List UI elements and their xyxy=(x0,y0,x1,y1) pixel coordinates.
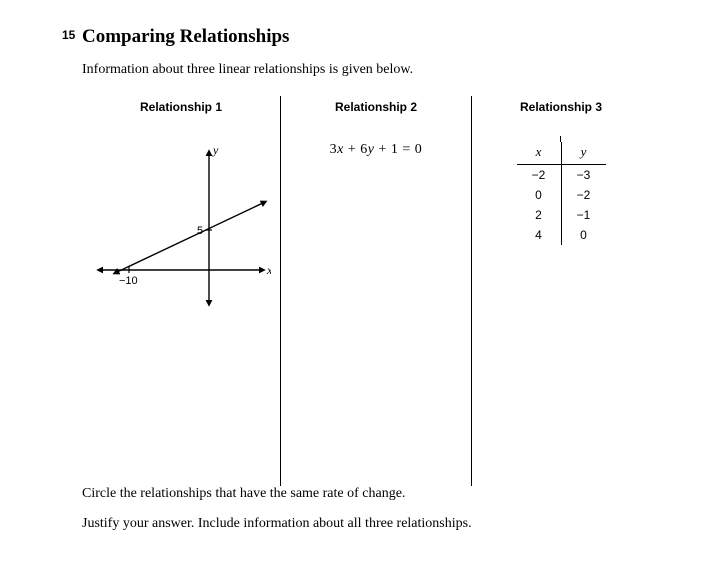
relationship-3-table-wrap: x y −2 −3 0 −2 2 xyxy=(507,142,615,245)
eqn-var-x: x xyxy=(337,142,344,157)
table-cell: 0 xyxy=(517,185,562,205)
table-cell: 0 xyxy=(561,225,606,245)
table-header-y: y xyxy=(561,142,606,165)
table-row: 4 0 xyxy=(517,225,606,245)
y-axis-label: y xyxy=(212,143,219,157)
relationship-3-table: x y −2 −3 0 −2 2 xyxy=(517,142,606,245)
footer-line-2: Justify your answer. Include information… xyxy=(82,516,662,532)
eqn-var-y: y xyxy=(368,142,375,157)
eqn-part-2: + 6 xyxy=(344,142,368,157)
relationship-3-column: Relationship 3 x y −2 −3 xyxy=(472,96,642,486)
question-number: 15 xyxy=(62,28,75,42)
relationships-row: Relationship 1 y x xyxy=(82,96,642,486)
footer: Circle the relationships that have the s… xyxy=(82,486,662,532)
table-cell: 2 xyxy=(517,205,562,225)
intro-text: Information about three linear relations… xyxy=(82,62,662,78)
x-tick-minus10: −10 xyxy=(119,275,138,287)
page: 15 Comparing Relationships Information a… xyxy=(0,0,722,575)
table-cell: −2 xyxy=(561,185,606,205)
relationship-1-title: Relationship 1 xyxy=(90,100,272,114)
table-cell: −2 xyxy=(517,165,562,186)
question-title: Comparing Relationships xyxy=(82,26,662,48)
table-row: 0 −2 xyxy=(517,185,606,205)
relationship-2-title: Relationship 2 xyxy=(289,100,463,114)
table-row: −2 −3 xyxy=(517,165,606,186)
relationship-2-equation: 3x + 6y + 1 = 0 xyxy=(289,142,463,158)
relationship-3-title: Relationship 3 xyxy=(480,100,642,114)
table-cell: −1 xyxy=(561,205,606,225)
table-cell: 4 xyxy=(517,225,562,245)
table-center-tick xyxy=(560,136,561,142)
y-tick-5: 5 xyxy=(197,225,203,237)
relationship-1-column: Relationship 1 y x xyxy=(82,96,280,486)
footer-line-1: Circle the relationships that have the s… xyxy=(82,486,662,502)
table-row: 2 −1 xyxy=(517,205,606,225)
table-cell: −3 xyxy=(561,165,606,186)
relationship-2-column: Relationship 2 3x + 6y + 1 = 0 xyxy=(281,96,471,486)
eqn-part-3: + 1 = 0 xyxy=(375,142,423,157)
relationship-1-graph: y x −10 5 xyxy=(91,142,271,312)
table-header-x: x xyxy=(517,142,562,165)
x-axis-label: x xyxy=(266,263,271,277)
table-header-row: x y xyxy=(517,142,606,165)
